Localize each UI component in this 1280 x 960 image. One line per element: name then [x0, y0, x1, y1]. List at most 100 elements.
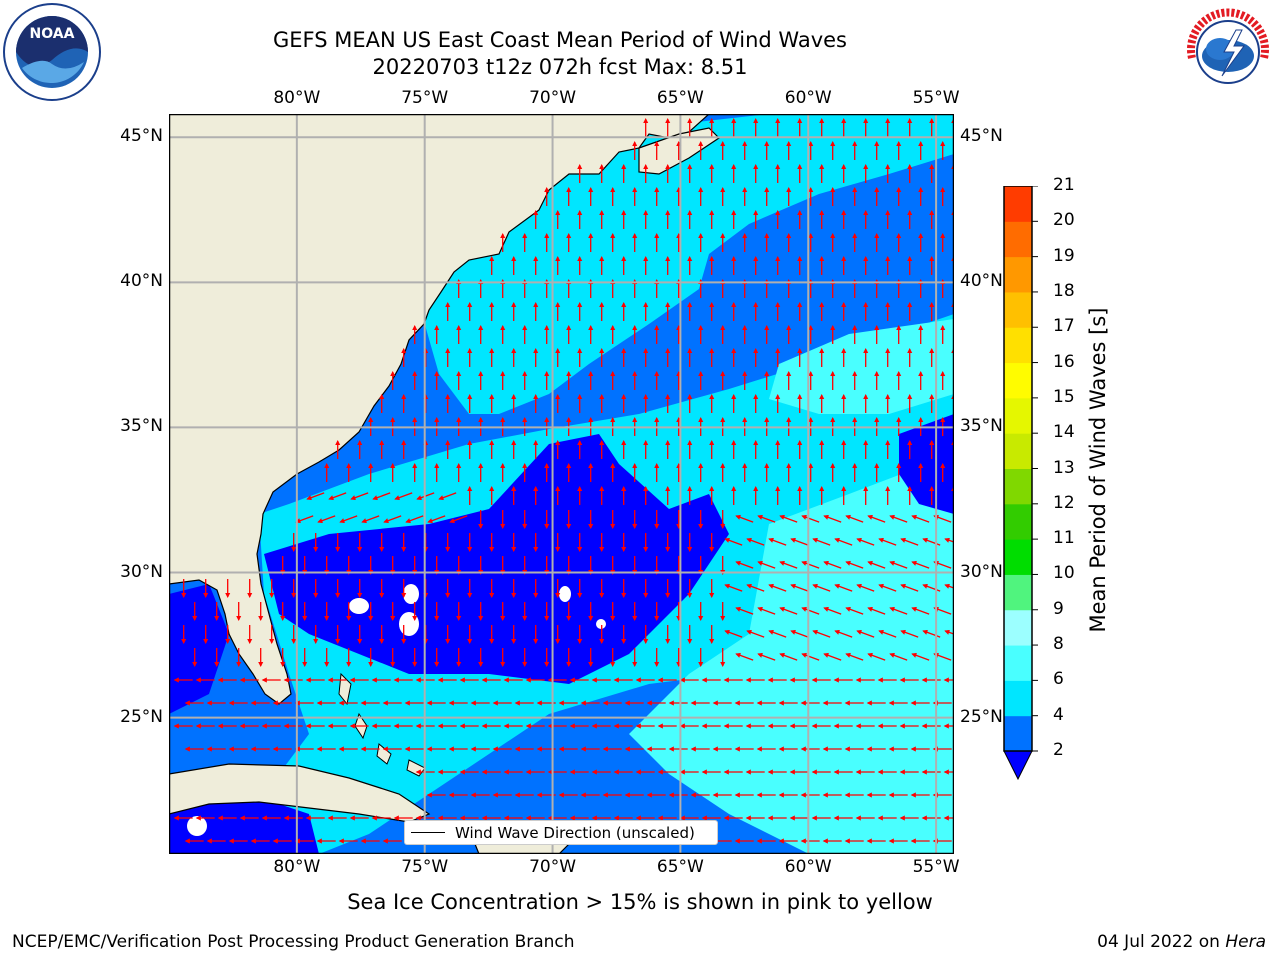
wave-arrow	[867, 560, 886, 569]
noaa-logo: NOAA	[2, 2, 102, 102]
lon-tick-label: 60°W	[784, 88, 832, 108]
colorbar-tick-label: 15	[1053, 386, 1075, 407]
wave-arrow	[889, 514, 908, 523]
colorbar-canvas	[1003, 185, 1038, 781]
run-date-text: 04 Jul 2022 on	[1097, 932, 1226, 952]
wave-arrow	[735, 560, 754, 569]
wave-arrow	[790, 537, 809, 546]
colorbar-tick-label: 20	[1053, 210, 1075, 231]
colorbar-tick-label: 8	[1053, 634, 1064, 655]
wave-arrow	[427, 515, 446, 524]
wave-arrow	[735, 514, 754, 523]
wave-arrow	[735, 652, 754, 661]
wave-arrow	[889, 560, 908, 569]
wave-arrow	[856, 537, 875, 546]
lat-tick-label: 25°N	[960, 706, 1003, 727]
wave-arrow	[306, 492, 325, 501]
map-canvas	[168, 113, 955, 855]
colorbar-tick-label: 11	[1053, 528, 1075, 549]
wave-arrow	[812, 629, 831, 638]
wave-arrow	[911, 560, 930, 569]
wave-arrow	[878, 629, 897, 638]
wave-arrow	[878, 537, 897, 546]
wave-arrow	[801, 514, 820, 523]
gridlines	[169, 114, 954, 854]
lon-tick-label: 70°W	[529, 88, 577, 108]
colorbar-segment	[1004, 362, 1032, 399]
lat-tick-label: 35°N	[960, 416, 1003, 437]
noaa-logo-text: NOAA	[30, 26, 75, 42]
colorbar-segment	[1004, 715, 1032, 752]
wave-arrow	[724, 537, 743, 546]
lon-tick-label: 75°W	[401, 857, 449, 877]
legend-line-sample	[411, 832, 445, 833]
colorbar-tick-label: 19	[1053, 245, 1075, 266]
map-border	[168, 113, 955, 855]
wave-arrow	[911, 606, 930, 615]
wave-arrow	[845, 606, 864, 615]
map-title: GEFS MEAN US East Coast Mean Period of W…	[273, 28, 847, 52]
colorbar-segment	[1004, 221, 1032, 258]
colorbar-tick-label: 17	[1053, 316, 1075, 337]
colorbar-segment	[1004, 645, 1032, 681]
lon-tick-label: 60°W	[784, 857, 832, 877]
wave-arrow	[757, 652, 776, 661]
colorbar-under-extension	[1003, 750, 1033, 781]
lat-tick-label: 30°N	[120, 561, 163, 582]
map-panel	[168, 113, 955, 855]
colorbar-segment	[1004, 680, 1032, 717]
colorbar-tick-label: 18	[1053, 280, 1075, 301]
wave-arrow	[812, 537, 831, 546]
lat-tick-label: 35°N	[120, 416, 163, 437]
branch-credit: NCEP/EMC/Verification Post Processing Pr…	[12, 932, 575, 952]
wave-arrow	[361, 515, 380, 524]
colorbar-tick-label: 13	[1053, 457, 1075, 478]
wave-arrow	[449, 515, 468, 524]
wave-arrow	[801, 606, 820, 615]
colorbar-segment	[1004, 327, 1032, 364]
wave-direction-arrows	[173, 117, 954, 844]
wave-arrow	[746, 583, 765, 592]
wave-arrow	[405, 515, 424, 524]
ocean-6-8s-mid	[769, 319, 954, 414]
wave-arrow	[889, 606, 908, 615]
ocean-under-2s	[264, 434, 729, 684]
wave-arrow	[845, 652, 864, 661]
wave-arrow	[867, 652, 886, 661]
wave-arrow	[790, 629, 809, 638]
wave-arrow	[878, 583, 897, 592]
land-north-america	[169, 114, 710, 705]
colorbar-segment	[1004, 503, 1032, 540]
map-subtitle: 20220703 t12z 072h fcst Max: 8.51	[372, 55, 748, 79]
machine-name: Hera	[1225, 932, 1266, 952]
colorbar-tick-label: 2	[1053, 740, 1064, 760]
wave-arrow	[383, 515, 402, 524]
colorbar-tick-label: 6	[1053, 669, 1064, 690]
lat-tick-label: 25°N	[120, 706, 163, 727]
wave-arrow	[295, 515, 314, 524]
wave-arrow	[779, 652, 798, 661]
wave-arrow	[911, 514, 930, 523]
lon-tick-label: 55°W	[912, 857, 960, 877]
wave-arrow	[801, 652, 820, 661]
wave-arrow	[779, 606, 798, 615]
wave-arrow	[757, 560, 776, 569]
colorbar-segment	[1004, 468, 1032, 505]
lon-tick-label: 80°W	[273, 88, 321, 108]
wave-arrow	[757, 606, 776, 615]
colorbar-tick-label: 12	[1053, 492, 1075, 513]
wave-arrow	[900, 537, 919, 546]
colorbar-segment	[1004, 397, 1032, 434]
wave-arrow	[867, 606, 886, 615]
wave-arrow	[900, 629, 919, 638]
wave-arrow	[823, 606, 842, 615]
wave-arrow	[372, 492, 391, 501]
wave-arrow	[768, 629, 787, 638]
wave-arrow	[790, 583, 809, 592]
wave-arrow	[317, 515, 336, 524]
wave-arrow	[889, 652, 908, 661]
colorbar-tick-label: 10	[1053, 563, 1075, 584]
wave-arrow	[394, 492, 413, 501]
wave-arrow	[900, 583, 919, 592]
wave-arrow	[856, 629, 875, 638]
